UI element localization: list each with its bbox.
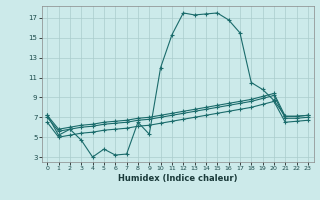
X-axis label: Humidex (Indice chaleur): Humidex (Indice chaleur) [118, 174, 237, 183]
